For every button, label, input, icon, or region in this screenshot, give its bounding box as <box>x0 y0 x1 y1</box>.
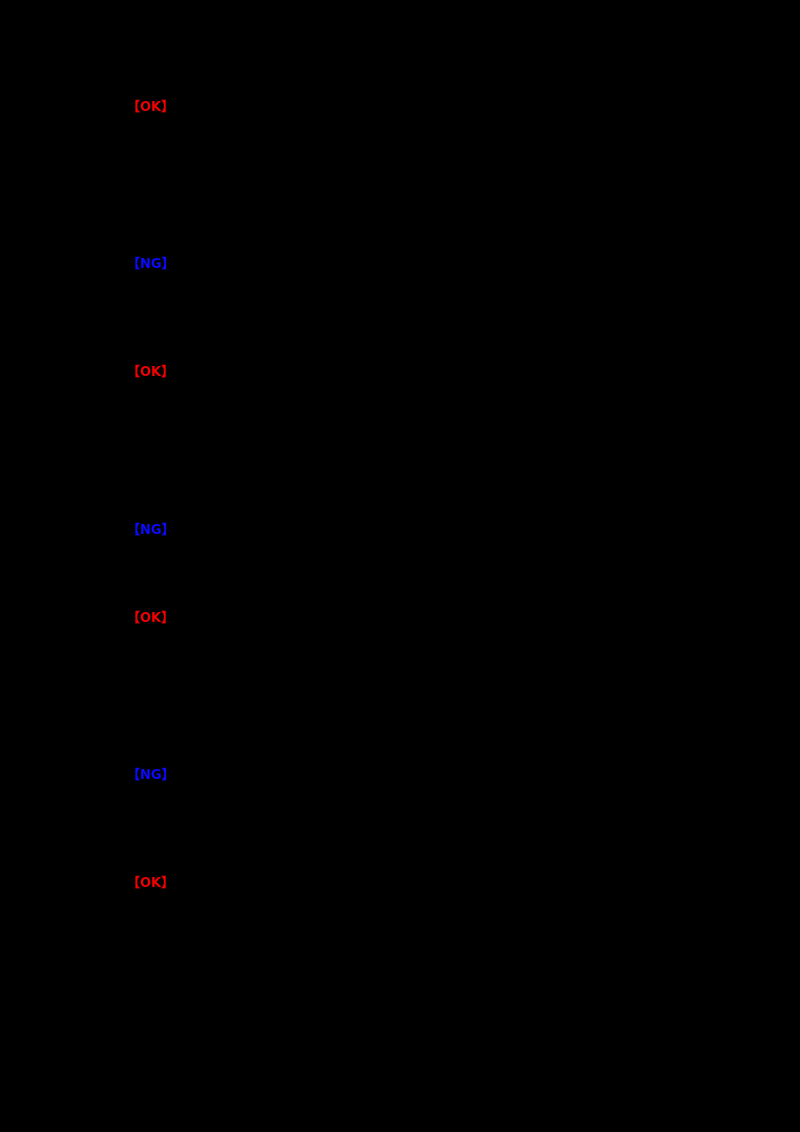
status-tag-ok: 【OK】 <box>127 365 175 380</box>
status-tag-ok: 【OK】 <box>127 611 175 626</box>
status-tag-ok: 【OK】 <box>127 100 175 115</box>
status-tag-ng: 【NG】 <box>127 257 175 272</box>
status-tag-ng: 【NG】 <box>127 768 175 783</box>
status-tag-ng: 【NG】 <box>127 523 175 538</box>
status-tag-ok: 【OK】 <box>127 876 175 891</box>
